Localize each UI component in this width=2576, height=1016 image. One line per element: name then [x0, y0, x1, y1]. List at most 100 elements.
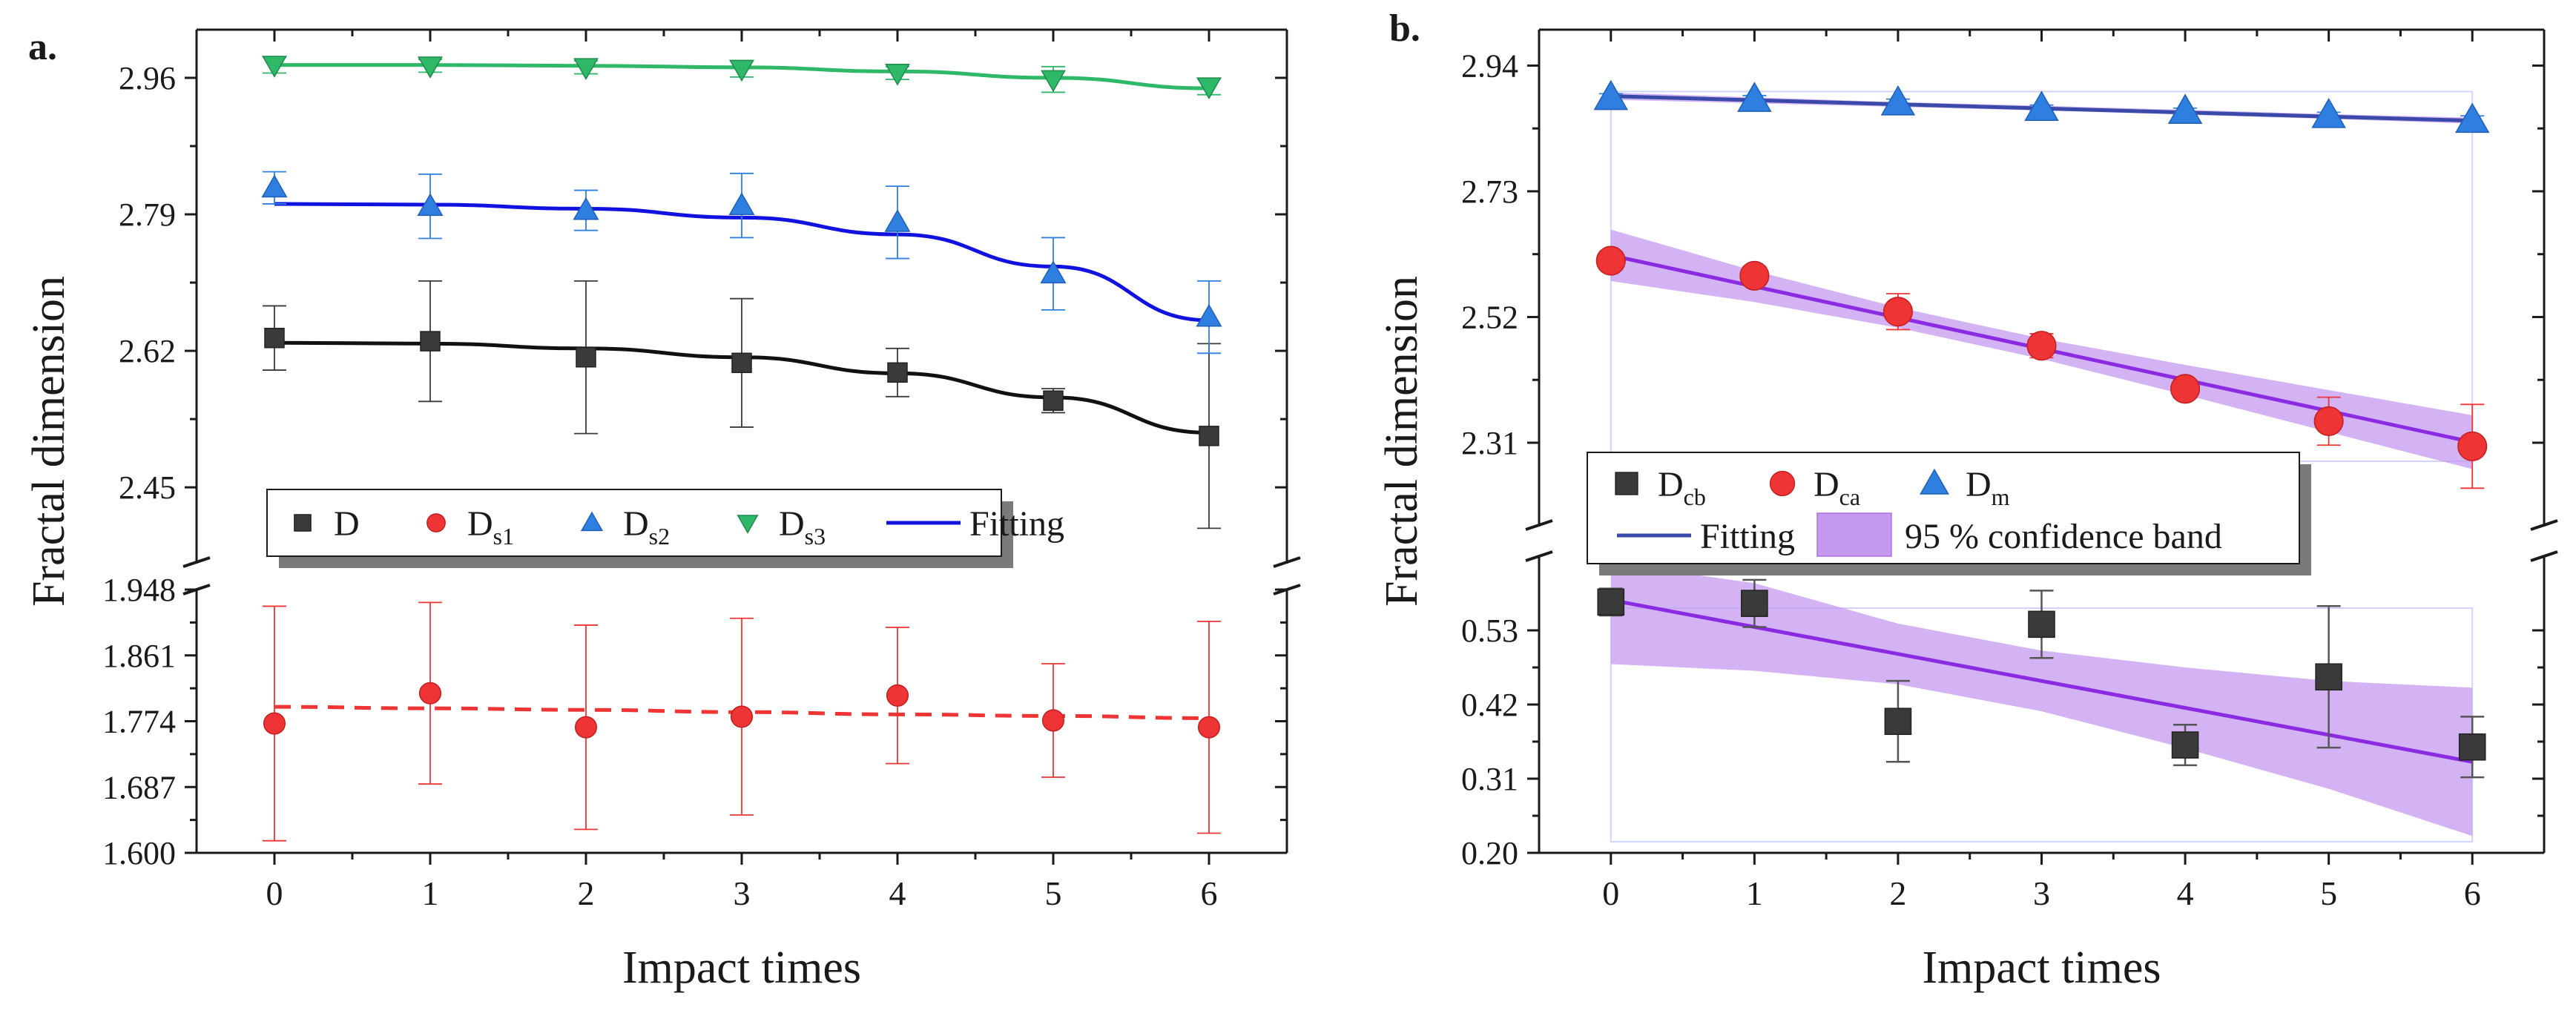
marker-circle	[418, 682, 442, 705]
legend-entry: Dca	[1769, 465, 1860, 510]
legend-label-subscript: s1	[493, 523, 514, 550]
panel-label: a.	[28, 26, 57, 68]
marker-circle	[1595, 245, 1626, 276]
marker-triangle-up	[1880, 85, 1916, 116]
panel-a: 0 1 2 3 4 5 6 2.45 2.62 2.79 2.96 1.600 1.687 1.774 1.…	[24, 26, 1302, 993]
x-tick-label: 4	[889, 874, 906, 912]
legend-box	[266, 489, 1002, 557]
legend-label-subscript: m	[1992, 484, 2010, 510]
marker-circle	[1041, 709, 1065, 732]
axis-break-mark	[1273, 556, 1301, 568]
legend-label: Dca	[1814, 465, 1860, 510]
y-tick-label: 2.96	[119, 60, 176, 96]
marker-square	[1741, 590, 1768, 617]
marker-triangle-down	[262, 56, 287, 78]
x-tick-label: 0	[1602, 874, 1619, 912]
panel-b: 0 1 2 3 4 5 6 2.31 2.52 2.73 2.94 0.20 0.31 0.42 0.53 D…	[1377, 7, 2559, 993]
x-tick-label: 0	[266, 874, 283, 912]
marker-circle	[1882, 297, 1913, 327]
marker-square	[1597, 588, 1625, 616]
marker-circle	[2313, 406, 2344, 436]
legend-entry: 95 % confidence band	[1816, 512, 2222, 557]
marker-circle	[1769, 470, 1796, 497]
y-tick-label: 0.20	[1461, 835, 1518, 871]
x-tick-label: 2	[578, 874, 595, 912]
marker-square	[1199, 426, 1219, 446]
x-tick-label: 6	[1201, 874, 1218, 912]
axis-break-mark	[182, 556, 211, 568]
marker-triangle-up	[1196, 303, 1222, 327]
legend-entry: Ds3	[737, 504, 826, 550]
marker-triangle-up	[261, 174, 288, 198]
marker-triangle-down	[1196, 77, 1222, 99]
marker-circle	[2457, 431, 2488, 461]
marker-square	[1043, 390, 1064, 411]
marker-triangle-down	[573, 58, 599, 80]
marker-square	[576, 346, 596, 368]
legend-label: 95 % confidence band	[1905, 517, 2222, 556]
marker-triangle-up	[1593, 79, 1629, 110]
y-axis-label: Fractal dimension	[24, 276, 74, 607]
marker-circle	[730, 705, 754, 728]
x-tick-label: 6	[2464, 874, 2481, 912]
marker-square	[420, 331, 441, 352]
marker-triangle-up	[728, 192, 755, 216]
x-axis-label: Impact times	[622, 943, 861, 993]
legend-label-subscript: s2	[649, 523, 670, 550]
x-tick-label: 1	[1746, 874, 1763, 912]
legend-label: Fitting	[1700, 517, 1795, 556]
axis-break-gap	[1524, 528, 1554, 555]
legend-entry: Ds1	[426, 504, 514, 550]
marker-circle	[1197, 716, 1221, 739]
axis-break-mark	[2530, 550, 2558, 562]
y-tick-label: 0.53	[1461, 613, 1518, 649]
panel-label: b.	[1389, 7, 1420, 50]
axis-break-gap	[1272, 565, 1302, 588]
legend-entry: D	[294, 504, 360, 544]
marker-square	[1884, 707, 1912, 736]
marker-triangle-down	[885, 64, 910, 86]
series-Dca	[1595, 245, 2488, 489]
y-tick-label: 1.600	[102, 835, 176, 871]
marker-circle	[426, 513, 446, 532]
marker-circle	[263, 712, 286, 735]
y-tick-label: 2.79	[119, 197, 176, 233]
x-tick-label: 4	[2177, 874, 2194, 912]
marker-triangle-up	[417, 193, 444, 217]
marker-circle	[574, 716, 598, 739]
axis-break-gap	[2529, 528, 2559, 555]
marker-triangle-down	[737, 515, 759, 534]
marker-triangle-down	[729, 59, 754, 82]
legend-label-subscript: s3	[805, 523, 826, 550]
legend-box	[1587, 452, 2300, 564]
marker-triangle-up	[884, 209, 911, 232]
y-tick-label: 0.31	[1461, 761, 1518, 797]
y-tick-label: 2.52	[1461, 299, 1518, 335]
legend-entry: Fitting	[1617, 517, 1795, 556]
marker-square	[2171, 731, 2199, 759]
y-tick-label: 0.42	[1461, 687, 1518, 723]
x-tick-label: 3	[734, 874, 751, 912]
y-tick-label: 2.45	[119, 469, 176, 506]
series-Ds3	[262, 56, 1222, 99]
marker-square	[294, 514, 312, 532]
marker-triangle-down	[418, 56, 443, 79]
marker-square	[2315, 663, 2342, 691]
marker-triangle-up	[2454, 102, 2490, 133]
marker-circle	[1739, 260, 1770, 291]
y-tick-label: 2.31	[1461, 425, 1518, 461]
axis-break-mark	[1525, 550, 1553, 562]
legend: D Ds1 Ds2 Ds3 Fitting	[266, 489, 1064, 568]
y-tick-label: 2.73	[1461, 174, 1518, 210]
confidence-band-Dcb	[1610, 563, 2473, 837]
marker-triangle-up	[1920, 468, 1949, 495]
x-tick-label: 1	[422, 874, 439, 912]
marker-circle	[2170, 374, 2201, 404]
marker-triangle-down	[1041, 70, 1066, 93]
series-Ds2	[261, 171, 1222, 354]
x-tick-label: 3	[2033, 874, 2050, 912]
y-axis-label: Fractal dimension	[1377, 276, 1427, 607]
y-tick-label: 2.94	[1461, 47, 1518, 84]
marker-triangle-up	[580, 511, 604, 532]
